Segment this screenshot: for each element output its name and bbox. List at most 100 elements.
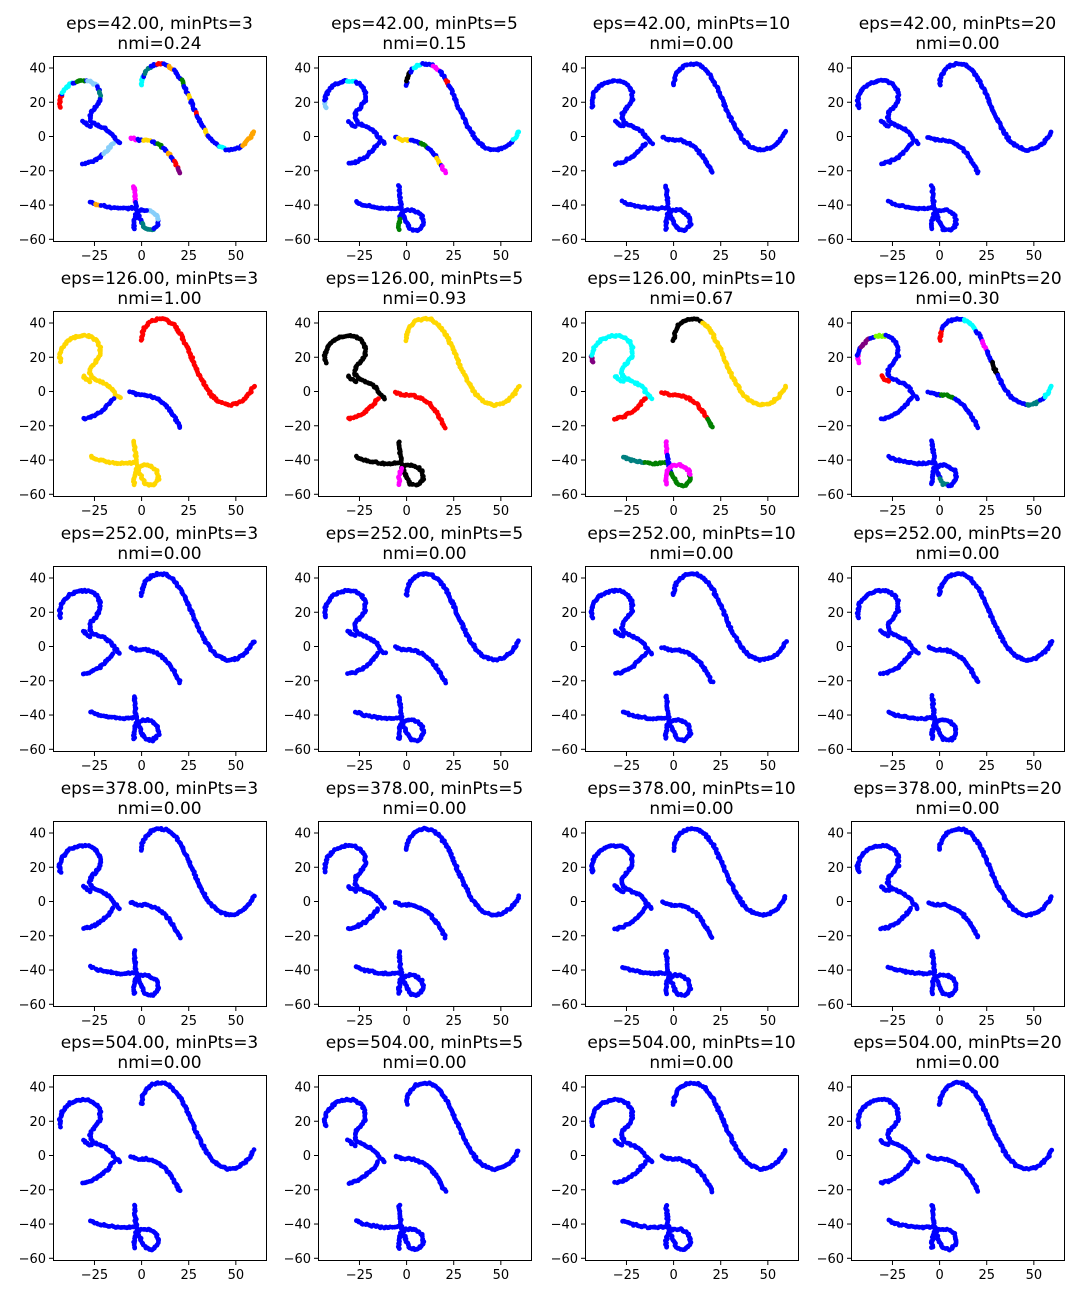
x-tick-label: −25 — [81, 504, 108, 519]
data-point — [177, 680, 182, 686]
data-point — [650, 141, 656, 147]
subplot-subtitle: nmi=0.15 — [382, 34, 466, 54]
subplot-subtitle: nmi=0.00 — [117, 799, 201, 819]
scatter-points — [322, 61, 522, 234]
subplot-title: eps=42.00, minPts=20 — [859, 14, 1057, 34]
data-point — [443, 170, 449, 176]
x-tick-label: 50 — [760, 504, 777, 519]
subplot-title: eps=126.00, minPts=5 — [326, 269, 524, 289]
y-tick-label: 0 — [38, 385, 46, 400]
y-tick-label: −60 — [817, 233, 844, 248]
y-tick-label: −40 — [817, 454, 844, 469]
x-tick-label: −25 — [613, 504, 640, 519]
y-tick-label: −20 — [19, 674, 46, 689]
data-point — [710, 424, 715, 430]
y-tick-label: −40 — [551, 709, 578, 724]
y-tick-label: 40 — [29, 571, 46, 586]
y-tick-label: 20 — [561, 96, 578, 111]
y-tick-label: 0 — [38, 130, 46, 145]
y-tick-label: −20 — [551, 419, 578, 434]
x-tick-label: 25 — [978, 759, 995, 774]
data-point — [709, 169, 715, 175]
x-tick-label: 50 — [760, 249, 777, 264]
data-point — [131, 482, 137, 488]
subplot-subtitle: nmi=0.00 — [117, 544, 201, 564]
x-tick-label: −25 — [879, 249, 906, 264]
y-tick-label: −40 — [19, 454, 46, 469]
data-point — [886, 378, 892, 384]
data-point — [516, 129, 522, 135]
data-point — [375, 650, 381, 656]
subplot-title: eps=126.00, minPts=20 — [853, 269, 1061, 289]
x-tick-label: 50 — [1026, 759, 1043, 774]
x-tick-label: 50 — [228, 249, 245, 264]
data-point — [352, 633, 358, 638]
subplot-title: eps=252.00, minPts=20 — [853, 524, 1061, 544]
data-point — [177, 170, 183, 176]
y-tick-label: 0 — [836, 640, 844, 655]
y-tick-label: 20 — [827, 606, 844, 621]
x-tick-label: 0 — [402, 249, 410, 264]
x-tick-label: 50 — [493, 759, 510, 774]
data-point — [131, 736, 137, 742]
y-tick-label: −60 — [19, 743, 46, 758]
data-point — [396, 227, 402, 233]
data-point — [517, 383, 522, 389]
data-point — [1049, 639, 1055, 644]
x-tick-label: −25 — [81, 249, 108, 264]
x-tick-label: 0 — [935, 249, 943, 264]
x-tick-label: 25 — [180, 504, 197, 519]
y-tick-label: 40 — [29, 61, 46, 76]
y-tick-label: −40 — [284, 454, 311, 469]
y-tick-label: 40 — [561, 316, 578, 331]
y-tick-label: 0 — [570, 640, 578, 655]
y-tick-label: 20 — [561, 606, 578, 621]
data-point — [252, 639, 257, 645]
y-tick-label: −20 — [284, 164, 311, 179]
y-tick-label: −60 — [284, 743, 311, 758]
y-tick-label: −60 — [551, 233, 578, 248]
y-tick-label: −40 — [817, 709, 844, 724]
data-point — [929, 481, 934, 487]
y-tick-label: −20 — [19, 164, 46, 179]
x-tick-label: 25 — [180, 759, 197, 774]
x-tick-label: −25 — [613, 759, 640, 774]
x-tick-label: −25 — [81, 759, 108, 774]
y-tick-label: −20 — [817, 164, 844, 179]
y-tick-label: −20 — [551, 164, 578, 179]
data-point — [975, 170, 980, 176]
data-point — [383, 650, 389, 656]
y-tick-label: 20 — [561, 351, 578, 366]
subplot-title: eps=42.00, minPts=5 — [331, 14, 518, 34]
data-point — [382, 396, 387, 402]
subplot-title: eps=252.00, minPts=10 — [587, 524, 795, 544]
data-point — [381, 141, 387, 147]
data-point — [117, 140, 123, 146]
data-point — [663, 735, 669, 741]
subplot-subtitle: nmi=0.00 — [649, 34, 733, 54]
y-tick-label: 20 — [29, 606, 46, 621]
data-point — [930, 736, 935, 741]
data-point — [516, 638, 521, 644]
subplot-subtitle: nmi=0.00 — [915, 544, 999, 564]
data-point — [177, 425, 183, 430]
x-tick-label: −25 — [346, 249, 373, 264]
x-tick-label: 0 — [137, 249, 145, 264]
data-point — [915, 396, 920, 402]
y-tick-label: 40 — [561, 61, 578, 76]
data-point — [353, 379, 359, 385]
x-tick-label: 0 — [402, 504, 410, 519]
data-point — [132, 226, 137, 232]
y-tick-label: −60 — [551, 488, 578, 503]
y-tick-label: 40 — [827, 571, 844, 586]
data-point — [111, 396, 117, 401]
y-tick-label: −40 — [284, 199, 311, 214]
y-tick-label: 20 — [294, 96, 311, 111]
x-tick-label: −25 — [613, 249, 640, 264]
